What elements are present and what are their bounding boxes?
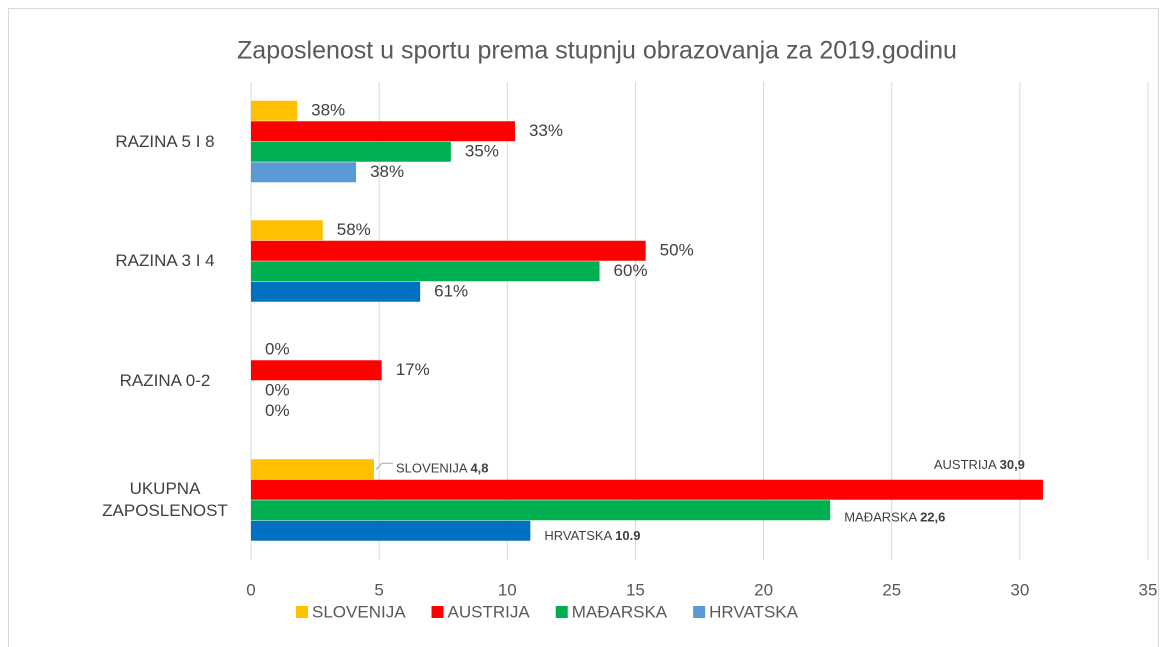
legend-swatch xyxy=(431,606,444,618)
data-label: SLOVENIJA 4,8 xyxy=(396,461,489,476)
data-label-name: SLOVENIJA xyxy=(396,461,468,476)
bar xyxy=(251,261,600,282)
x-tick-label: 35 xyxy=(1139,580,1158,599)
category-label: RAZINA 0-2 xyxy=(119,370,211,390)
category-label: UKUPNA ZAPOSLENOST xyxy=(102,479,228,521)
data-label-name: AUSTRIJA xyxy=(934,457,997,472)
x-tick-label: 15 xyxy=(626,580,645,599)
legend-swatch xyxy=(693,606,706,618)
data-label: 0% xyxy=(265,339,290,358)
legend-swatch xyxy=(296,606,308,618)
legend-label: AUSTRIJA xyxy=(448,602,531,621)
data-label-value: 4,8 xyxy=(470,461,488,476)
category-label: RAZINA 5 I 8 xyxy=(115,131,215,151)
data-label: 58% xyxy=(337,220,371,239)
legend-swatch xyxy=(555,606,568,618)
data-label: 61% xyxy=(434,281,468,300)
bar xyxy=(251,121,515,142)
data-label: AUSTRIJA 30,9 xyxy=(934,457,1025,472)
x-tick-label: 10 xyxy=(498,580,517,599)
data-label: 0% xyxy=(265,380,290,399)
leader-line xyxy=(375,462,394,470)
data-label: 0% xyxy=(265,401,290,420)
x-tick-label: 5 xyxy=(374,580,383,599)
data-label-value: 22,6 xyxy=(920,510,945,525)
bar xyxy=(251,220,323,241)
data-label-value: 10.9 xyxy=(615,528,640,543)
bar xyxy=(251,162,357,183)
data-label: MAĐARSKA 22,6 xyxy=(844,510,945,525)
data-label: 60% xyxy=(614,261,648,280)
bar xyxy=(251,479,1043,500)
data-label: 50% xyxy=(660,240,694,259)
chart-title: Zaposlenost u sportu prema stupnju obraz… xyxy=(237,37,957,65)
data-label: HRVATSKA 10.9 xyxy=(544,528,640,543)
data-label: 38% xyxy=(370,162,404,181)
bar xyxy=(251,360,382,381)
data-label: 38% xyxy=(311,100,345,119)
chart-border xyxy=(8,8,1159,647)
data-label-value: 30,9 xyxy=(1000,457,1025,472)
x-tick-label: 20 xyxy=(754,580,773,599)
legend-label: SLOVENIJA xyxy=(312,602,406,621)
bar xyxy=(251,520,531,541)
data-label: 33% xyxy=(529,121,563,140)
x-tick-label: 25 xyxy=(882,580,901,599)
x-tick-label: 30 xyxy=(1010,580,1029,599)
bar xyxy=(251,459,375,480)
data-label-name: MAĐARSKA xyxy=(844,510,917,525)
data-label: 35% xyxy=(465,141,499,160)
bar xyxy=(251,141,451,162)
bar xyxy=(251,281,421,302)
legend-label: MAĐARSKA xyxy=(572,602,668,621)
data-label: 17% xyxy=(396,360,430,379)
bar xyxy=(251,100,298,121)
category-label: RAZINA 3 I 4 xyxy=(115,251,215,271)
legend-label: HRVATSKA xyxy=(709,602,798,621)
bar xyxy=(251,240,646,261)
bar xyxy=(251,500,831,521)
x-tick-label: 0 xyxy=(246,580,255,599)
data-label-name: HRVATSKA xyxy=(544,528,612,543)
